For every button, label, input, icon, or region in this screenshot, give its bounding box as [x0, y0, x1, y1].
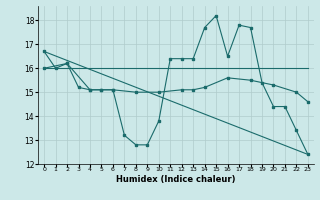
X-axis label: Humidex (Indice chaleur): Humidex (Indice chaleur) — [116, 175, 236, 184]
